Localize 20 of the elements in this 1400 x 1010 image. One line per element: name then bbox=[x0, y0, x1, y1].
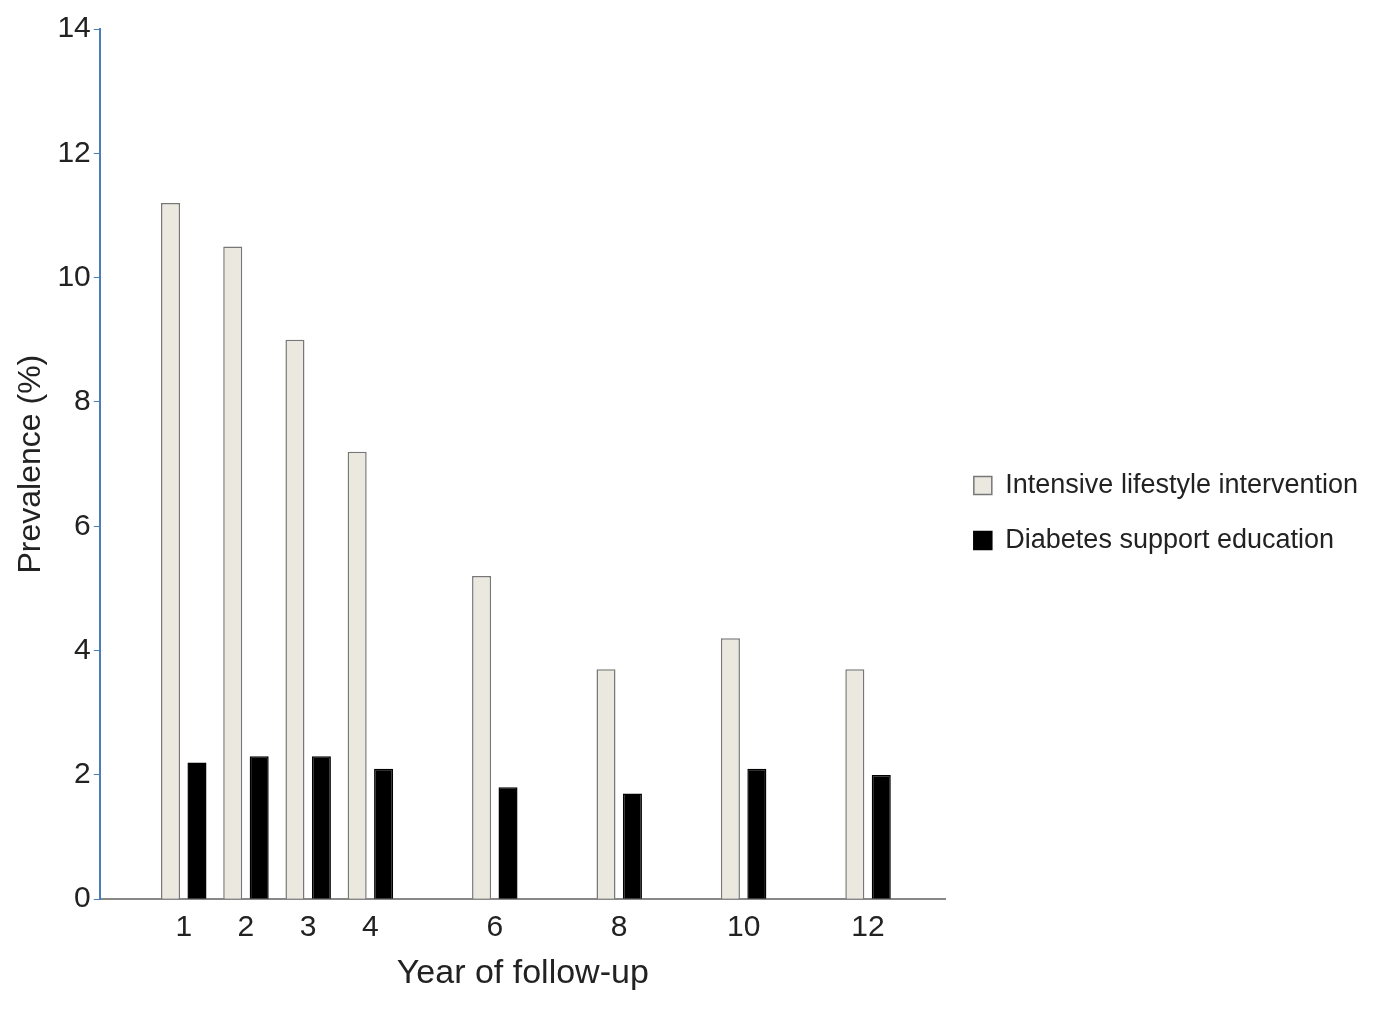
x-tick-label: 10 bbox=[726, 909, 761, 943]
y-tick-label: 4 bbox=[74, 631, 91, 665]
x-tick-label: 8 bbox=[610, 909, 628, 943]
x-axis-title: Year of follow-up bbox=[396, 951, 649, 990]
y-tick-label: 8 bbox=[74, 383, 91, 417]
y-tick-label: 10 bbox=[57, 258, 91, 292]
y-tick-label: 2 bbox=[74, 756, 91, 790]
x-tick-label: 3 bbox=[299, 909, 317, 943]
legend-label: Diabetes support education bbox=[1005, 523, 1335, 554]
x-tick-label: 12 bbox=[851, 909, 885, 943]
x-tick-label: 4 bbox=[362, 909, 379, 943]
y-tick-label: 0 bbox=[74, 880, 91, 914]
y-axis-title: Prevalence (%) bbox=[11, 354, 48, 574]
x-tick-label: 6 bbox=[486, 909, 504, 943]
y-tick-label: 14 bbox=[57, 10, 91, 44]
y-tick-label: 6 bbox=[74, 507, 91, 541]
x-tick-label: 1 bbox=[175, 909, 193, 943]
legend-label: Intensive lifestyle intervention bbox=[1005, 468, 1358, 499]
y-tick-label: 12 bbox=[57, 134, 91, 168]
x-tick-label: 2 bbox=[237, 909, 255, 943]
